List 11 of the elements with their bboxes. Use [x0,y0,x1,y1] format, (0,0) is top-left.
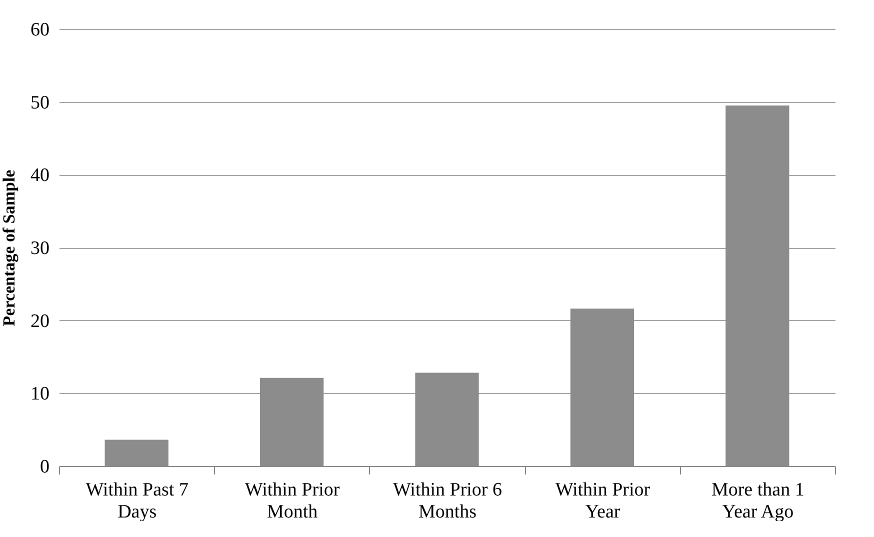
y-tick-label: 10 [30,384,50,405]
y-tick-label: 20 [30,310,50,332]
y-axis-title: Percentage of Sample [0,169,18,326]
y-tick-label: 50 [30,92,50,114]
x-tick-label: Within Prior 6 Months [392,480,502,522]
x-tick-label: Within Prior Month [244,480,340,522]
y-tick-label: 60 [30,20,50,40]
x-tick-label: Within Prior Year [555,480,651,522]
y-tick-label: 30 [30,238,50,259]
y-tick-label: 40 [30,165,50,186]
y-tick-label: 0 [40,456,50,478]
